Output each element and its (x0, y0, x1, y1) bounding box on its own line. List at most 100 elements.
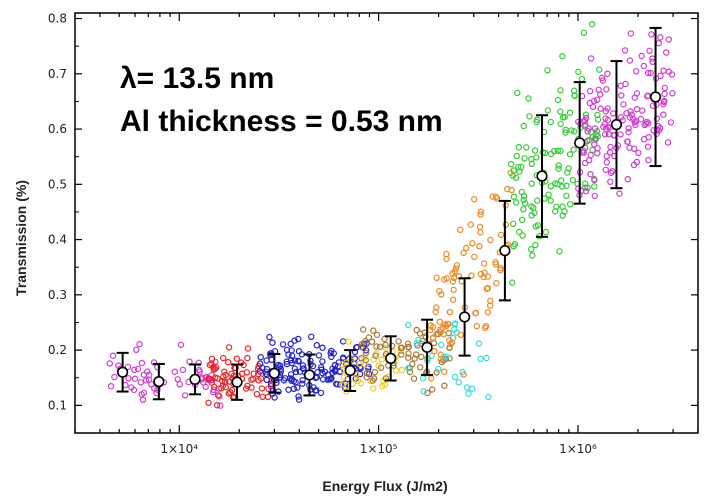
scatter-point (531, 147, 539, 154)
mean-point (574, 137, 586, 149)
mean-errorbars (116, 26, 662, 401)
scatter-point (225, 390, 232, 397)
scatter-point (606, 149, 614, 156)
scatter-point (299, 377, 306, 384)
scatter-point (571, 128, 578, 135)
scatter-point (640, 62, 648, 70)
scatter-point (559, 114, 567, 121)
scatter-point (487, 236, 494, 244)
scatter-point (578, 75, 586, 83)
scatter-point (446, 355, 453, 362)
y-tick-label: 0.8 (48, 12, 67, 26)
scatter-point (512, 174, 520, 182)
mean-point (268, 367, 280, 379)
scatter-point (432, 308, 439, 316)
scatter-point (626, 57, 634, 64)
scatter-point (263, 376, 270, 383)
scatter-point (509, 279, 516, 286)
scatter-point (668, 71, 676, 78)
scatter-point (449, 339, 456, 346)
scatter-point (622, 80, 629, 88)
scatter-point (664, 139, 672, 146)
scatter-point (633, 105, 641, 113)
scatter-point (225, 344, 233, 351)
scatter-point (544, 67, 551, 74)
scatter-point (493, 279, 500, 287)
scatter-point (405, 365, 412, 372)
scatter-point (134, 365, 142, 373)
scatter-point (580, 29, 588, 36)
scatter-point (381, 335, 388, 343)
scatter-point (450, 286, 457, 294)
scatter-point (363, 374, 370, 381)
scatter-point (410, 375, 418, 382)
scatter-point (217, 402, 224, 409)
scatter-point (313, 342, 320, 349)
scatter-point (451, 268, 458, 275)
scatter-point (285, 386, 292, 393)
scatter-point (660, 111, 667, 118)
scatter-point (619, 117, 627, 124)
mean-point (649, 91, 662, 103)
scatter-point (373, 343, 380, 350)
scatter-point (473, 322, 480, 330)
scatter-point (477, 211, 484, 218)
scatter-point (468, 272, 475, 279)
scatter-point (585, 156, 593, 164)
x-tick-label: 1×10⁵ (360, 442, 398, 456)
scatter-point (257, 375, 265, 382)
scatter-point (449, 278, 457, 285)
scatter-point (497, 231, 505, 239)
scatter-point (528, 203, 535, 210)
scatter-point (604, 116, 612, 124)
scatter-point (607, 143, 614, 151)
scatter-point (616, 190, 623, 197)
scatter-point (440, 331, 447, 338)
scatter-point (253, 390, 261, 398)
scatter-point (373, 331, 381, 339)
mean-point (189, 373, 201, 385)
scatter-point (645, 69, 652, 77)
scatter-point (370, 327, 377, 334)
scatter-point (571, 92, 579, 100)
scatter-point (594, 116, 602, 123)
scatter-point (591, 192, 599, 200)
scatter-point (222, 371, 229, 379)
scatter-point (445, 329, 452, 337)
scatter-point (291, 357, 299, 364)
scatter-point (219, 354, 227, 362)
scatter-point (441, 382, 448, 389)
scatter-point (563, 192, 570, 199)
scatter-point (420, 388, 427, 395)
scatter-point (356, 363, 364, 371)
scatter-point (547, 183, 555, 190)
annotation-wavelength: λ= 13.5 nm (120, 62, 274, 95)
scatter-point (433, 369, 440, 376)
scatter-point (469, 385, 476, 392)
scatter-point (633, 158, 641, 166)
scatter-point (484, 309, 492, 316)
x-tick-label: 1×10⁶ (559, 442, 597, 456)
scatter-point (310, 384, 317, 391)
scatter-point (610, 110, 617, 117)
mean-point (385, 352, 397, 364)
scatter-point (638, 52, 645, 60)
scatter-point (405, 350, 412, 357)
scatter-point (109, 352, 117, 359)
scatter-point (584, 127, 591, 135)
scatter-point (514, 89, 521, 97)
scatter-point (532, 241, 539, 249)
scatter-point (627, 30, 635, 37)
scatter-point (258, 385, 266, 392)
scatter-point (667, 119, 675, 126)
scatter-point (277, 365, 284, 373)
scatter-point (525, 95, 532, 102)
scatter-point (476, 223, 484, 231)
scatter-point (655, 40, 663, 47)
scatter-point (295, 348, 303, 355)
scatter-point (125, 375, 132, 382)
scatter-point (263, 357, 270, 364)
scatter-point (547, 197, 554, 204)
scatter-point (446, 344, 453, 351)
scatter-point (599, 77, 607, 84)
